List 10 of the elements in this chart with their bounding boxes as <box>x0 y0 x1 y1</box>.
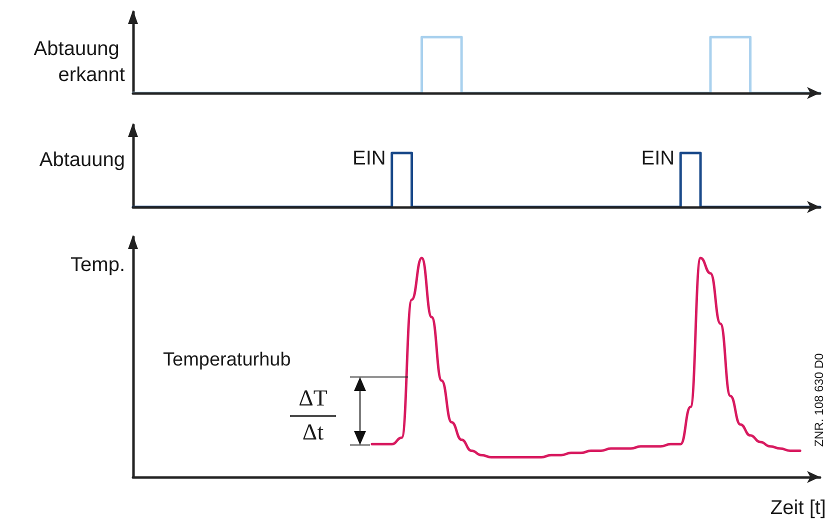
annotation: Δt <box>302 420 324 444</box>
x-axis-title: Zeit [t] <box>770 497 826 519</box>
annotation: ΔT <box>298 386 328 410</box>
y-axis-title: Abtauung erkannt <box>34 38 126 86</box>
annotation: ZNR. 108 630 D0 <box>812 352 826 447</box>
annotation: EIN <box>352 147 386 170</box>
y-axis-title: Abtauung <box>39 149 125 171</box>
y-axis-title: Temp. <box>70 254 125 276</box>
annotation: Temperaturhub <box>163 350 291 370</box>
annotation: EIN <box>641 147 675 170</box>
